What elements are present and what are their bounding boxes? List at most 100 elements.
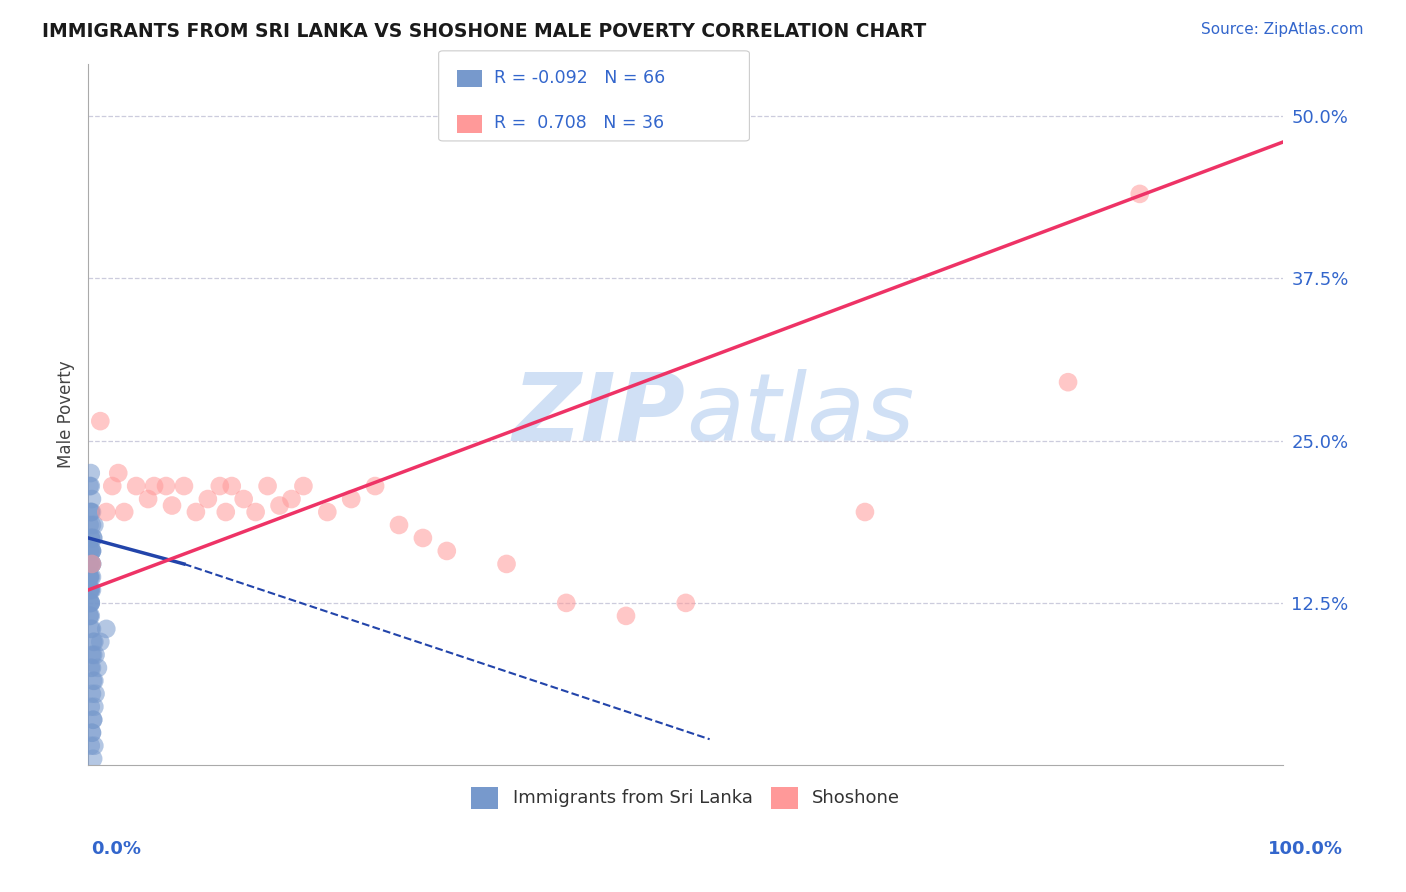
- Point: [80, 725, 103, 739]
- Point: [82, 531, 104, 545]
- Point: [221, 479, 243, 493]
- Point: [1129, 186, 1152, 201]
- Point: [83, 518, 105, 533]
- Point: [82, 673, 104, 688]
- Point: [79, 557, 101, 571]
- Point: [80, 648, 103, 662]
- Point: [83, 739, 105, 753]
- Point: [79, 608, 101, 623]
- Point: [79, 518, 101, 533]
- Point: [80, 466, 103, 480]
- Point: [80, 505, 103, 519]
- Point: [80, 557, 103, 571]
- Point: [555, 596, 578, 610]
- Point: [80, 699, 103, 714]
- Point: [80, 518, 103, 533]
- Point: [80, 622, 103, 636]
- Point: [136, 491, 159, 506]
- Point: [84, 687, 107, 701]
- Point: [80, 596, 103, 610]
- Point: [215, 505, 238, 519]
- Point: [83, 673, 105, 688]
- Point: [80, 544, 103, 558]
- Point: [245, 505, 267, 519]
- Text: IMMIGRANTS FROM SRI LANKA VS SHOSHONE MALE POVERTY CORRELATION CHART: IMMIGRANTS FROM SRI LANKA VS SHOSHONE MA…: [42, 22, 927, 41]
- Point: [173, 479, 195, 493]
- Point: [79, 582, 101, 597]
- Y-axis label: Male Poverty: Male Poverty: [58, 361, 75, 468]
- Point: [1057, 375, 1080, 389]
- Point: [96, 622, 118, 636]
- Point: [208, 479, 231, 493]
- Text: 0.0%: 0.0%: [91, 840, 142, 858]
- Point: [232, 491, 254, 506]
- Point: [280, 491, 302, 506]
- Point: [675, 596, 697, 610]
- Point: [853, 505, 876, 519]
- Point: [80, 739, 103, 753]
- Point: [82, 713, 104, 727]
- Point: [184, 505, 207, 519]
- Point: [80, 505, 103, 519]
- Point: [292, 479, 315, 493]
- Point: [79, 544, 101, 558]
- Point: [316, 505, 339, 519]
- Point: [79, 570, 101, 584]
- Point: [80, 557, 103, 571]
- Point: [80, 544, 103, 558]
- Point: [82, 635, 104, 649]
- Point: [80, 544, 103, 558]
- Point: [155, 479, 177, 493]
- Point: [80, 557, 103, 571]
- Point: [80, 622, 103, 636]
- Point: [82, 648, 104, 662]
- Point: [80, 491, 103, 506]
- Point: [80, 687, 103, 701]
- Point: [80, 570, 103, 584]
- Point: [80, 582, 103, 597]
- Point: [412, 531, 434, 545]
- Point: [80, 725, 103, 739]
- Point: [84, 648, 107, 662]
- Point: [80, 557, 103, 571]
- Point: [89, 414, 111, 428]
- Point: [79, 570, 101, 584]
- Point: [96, 505, 118, 519]
- Text: R =  0.708   N = 36: R = 0.708 N = 36: [494, 114, 664, 132]
- Point: [80, 596, 103, 610]
- Text: atlas: atlas: [686, 369, 914, 460]
- Point: [388, 518, 411, 533]
- Text: 100.0%: 100.0%: [1268, 840, 1343, 858]
- Text: Source: ZipAtlas.com: Source: ZipAtlas.com: [1201, 22, 1364, 37]
- Point: [340, 491, 363, 506]
- Point: [197, 491, 219, 506]
- Point: [79, 479, 101, 493]
- Point: [269, 499, 291, 513]
- Point: [80, 661, 103, 675]
- Point: [83, 699, 105, 714]
- Point: [143, 479, 166, 493]
- Point: [79, 570, 101, 584]
- Point: [80, 479, 103, 493]
- Point: [80, 596, 103, 610]
- Text: ZIP: ZIP: [513, 368, 686, 460]
- Point: [80, 661, 103, 675]
- Point: [160, 499, 183, 513]
- Point: [89, 635, 111, 649]
- Point: [125, 479, 148, 493]
- Legend: Immigrants from Sri Lanka, Shoshone: Immigrants from Sri Lanka, Shoshone: [464, 780, 907, 816]
- Point: [82, 531, 104, 545]
- Point: [79, 608, 101, 623]
- Point: [256, 479, 278, 493]
- Point: [87, 661, 110, 675]
- Point: [80, 608, 103, 623]
- Text: R = -0.092   N = 66: R = -0.092 N = 66: [494, 69, 665, 87]
- Point: [436, 544, 458, 558]
- Point: [83, 635, 105, 649]
- Point: [80, 557, 103, 571]
- Point: [80, 582, 103, 597]
- Point: [80, 582, 103, 597]
- Point: [80, 570, 103, 584]
- Point: [80, 505, 103, 519]
- Point: [80, 544, 103, 558]
